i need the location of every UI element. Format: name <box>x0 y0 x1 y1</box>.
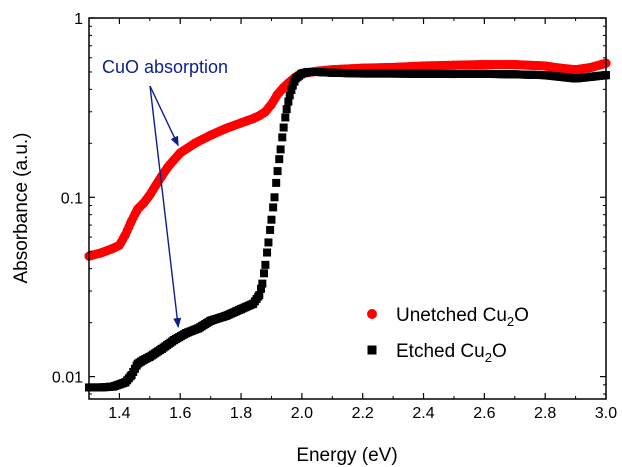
annotation-arrow <box>149 85 179 147</box>
data-point <box>272 178 281 187</box>
y-tick-label: 0.1 <box>61 190 83 207</box>
annotation-arrows <box>149 85 182 329</box>
x-tick-label: 2.2 <box>352 405 374 422</box>
data-point <box>256 284 265 293</box>
x-tick-label: 3.0 <box>595 405 617 422</box>
legend: Unetched Cu2O Etched Cu2O <box>367 305 529 365</box>
x-axis-title: Energy (eV) <box>296 445 397 466</box>
legend-marker <box>367 345 377 355</box>
legend-label: Unetched Cu2O <box>396 305 529 329</box>
data-point <box>266 225 275 234</box>
data-point <box>255 291 264 300</box>
data-point <box>273 167 282 176</box>
y-tick-label: 0.01 <box>52 370 83 387</box>
data-point <box>275 155 284 164</box>
annotation-arrow <box>149 85 182 329</box>
data-point <box>261 260 270 269</box>
x-tick-label: 1.8 <box>230 405 252 422</box>
legend-item: Etched Cu2O <box>367 341 507 365</box>
legend-label: Etched Cu2O <box>396 341 507 365</box>
annotation: CuO absorption <box>102 57 228 329</box>
data-markers <box>84 58 611 392</box>
legend-item: Unetched Cu2O <box>367 305 529 329</box>
data-point <box>260 269 269 278</box>
plot-frame <box>88 17 607 400</box>
legend-marker <box>367 309 377 319</box>
data-point <box>264 238 273 247</box>
x-tick-label: 1.4 <box>108 405 130 422</box>
series-etched <box>85 67 610 392</box>
data-point <box>285 91 294 100</box>
data-point <box>282 105 291 114</box>
x-tick-label: 2.6 <box>473 405 495 422</box>
data-point <box>267 215 276 224</box>
axis-ticks: 1.4 1.6 1.8 2.0 2.2 2.4 2.6 2.8 3.0 0.01 0.1 1 <box>52 11 617 422</box>
x-tick-label: 2.0 <box>291 405 313 422</box>
data-point <box>284 97 293 106</box>
data-point <box>278 133 287 142</box>
data-point <box>258 279 267 288</box>
y-tick-label: 1 <box>74 11 83 28</box>
data-point <box>287 85 296 94</box>
series-unetched <box>84 58 611 261</box>
data-point <box>269 203 278 212</box>
data-point <box>281 113 290 122</box>
x-tick-label: 1.6 <box>169 405 191 422</box>
annotation-text: CuO absorption <box>102 57 228 77</box>
data-point <box>263 248 272 257</box>
y-axis-title: Absorbance (a.u.) <box>11 132 32 283</box>
data-point <box>279 123 288 132</box>
x-tick-label: 2.4 <box>412 405 434 422</box>
data-point <box>270 193 279 202</box>
data-point <box>276 145 285 154</box>
x-tick-label: 2.8 <box>534 405 556 422</box>
